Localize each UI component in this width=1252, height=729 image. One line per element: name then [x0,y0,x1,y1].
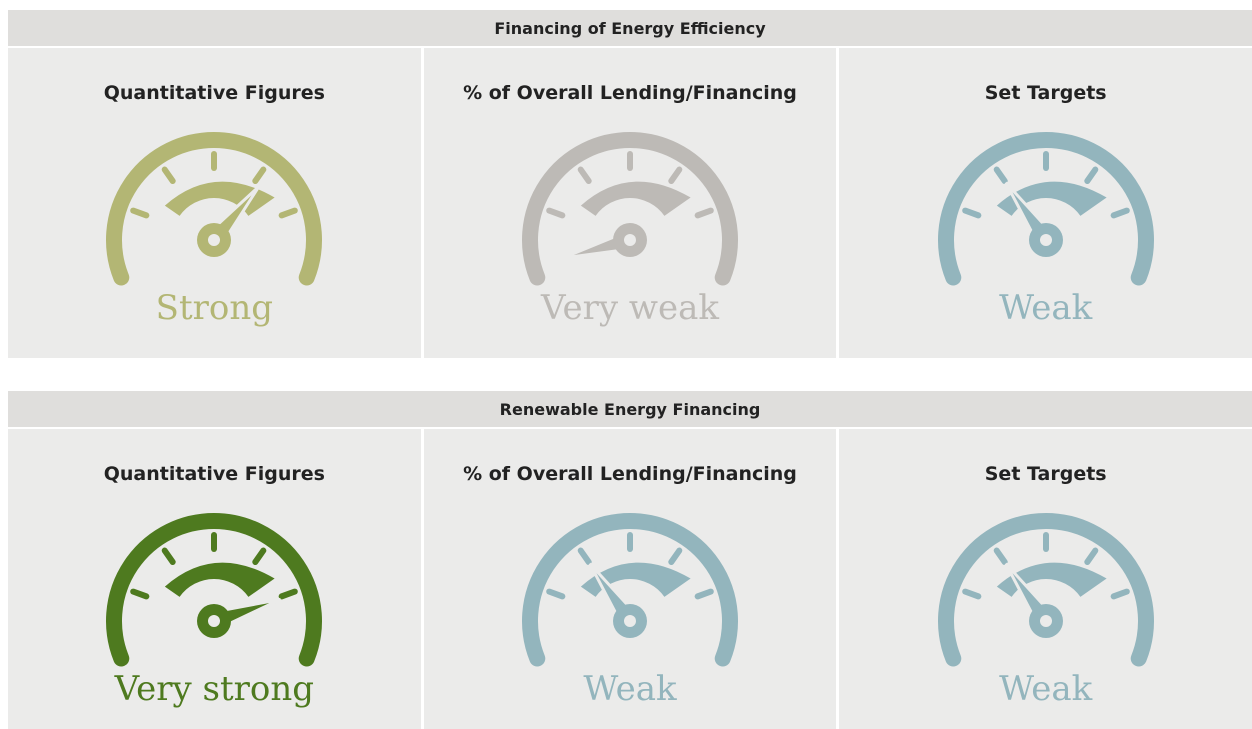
gauge-hub-hole [208,234,221,246]
gauge-arc [522,132,738,286]
gauge [522,132,738,286]
gauge-tick [546,207,566,219]
rating: Weak [583,669,677,709]
section-title: Renewable Energy Financing [8,391,1252,427]
gauge-tick [278,207,299,219]
section: Renewable Energy Financing Quantitative … [8,391,1252,729]
gauge-tick [961,207,982,219]
rating: Very strong [114,669,314,709]
gauge [106,132,323,286]
cell: % of Overall Lending/Financing Weak [423,429,837,729]
gauge-tick [162,166,177,185]
cell: % of Overall Lending/Financing Very weak [423,48,837,358]
gauge-tick [694,588,714,600]
row: Quantitative Figures Very strong % of Ove… [8,429,1252,729]
gauge-tick [993,166,1008,185]
rating: Weak [999,669,1093,709]
gauge-tick [1110,207,1130,219]
gauge-band [580,562,691,597]
gauge-band [996,181,1107,216]
cell-heading: Set Targets [984,82,1107,104]
gauge [937,513,1154,667]
gauge-hub-hole [208,615,221,627]
cell: Quantitative Figures Strong [8,48,421,358]
gauge-tick [694,207,714,219]
row: Quantitative Figures Strong % of Overall … [8,48,1252,358]
gauge-hub-hole [1039,615,1052,627]
cell-heading: Quantitative Figures [103,463,325,485]
cell-heading: % of Overall Lending/Financing [463,463,797,485]
gauge-tick [993,547,1008,566]
gauge-tick [1083,547,1098,566]
gauge-tick [668,547,683,566]
gauge-band [165,562,275,597]
section: Financing of Energy Efficiency Quantitat… [8,10,1252,358]
gauge-arc [522,513,738,667]
cell-heading: Set Targets [984,463,1107,485]
gauge-band [580,181,691,216]
gauge-arc [106,513,323,667]
cell: Set Targets Weak [839,429,1252,729]
gauge-tick [668,166,683,185]
gauge-tick [162,547,177,566]
cell-heading: Quantitative Figures [103,82,325,104]
section-title: Financing of Energy Efficiency [8,10,1252,46]
cell-heading: % of Overall Lending/Financing [463,82,797,104]
gauge [106,513,323,667]
rating: Very weak [541,288,719,328]
gauge-band [996,562,1107,597]
rating: Weak [999,288,1093,328]
gauge-arc [106,132,323,286]
gauge-tick [278,588,299,600]
gauge-tick [130,588,150,600]
cell: Quantitative Figures Very strong [8,429,421,729]
gauge-tick [546,588,566,600]
gauge-arc [937,132,1154,286]
gauge-arc [937,513,1154,667]
gauge-tick [252,547,267,566]
gauge [937,132,1154,286]
gauge-hub-hole [624,615,636,627]
gauge-tick [1083,166,1098,185]
gauge-tick [1110,588,1130,600]
gauge-tick [130,207,150,219]
gauge-tick [577,547,592,566]
rating: Strong [155,288,273,328]
gauge-hub-hole [624,234,636,246]
gauge-tick [961,588,982,600]
gauge-tick [577,166,592,185]
gauge-tick [252,166,267,185]
gauge [522,513,738,667]
cell: Set Targets Weak [839,48,1252,358]
gauge-hub-hole [1039,234,1052,246]
